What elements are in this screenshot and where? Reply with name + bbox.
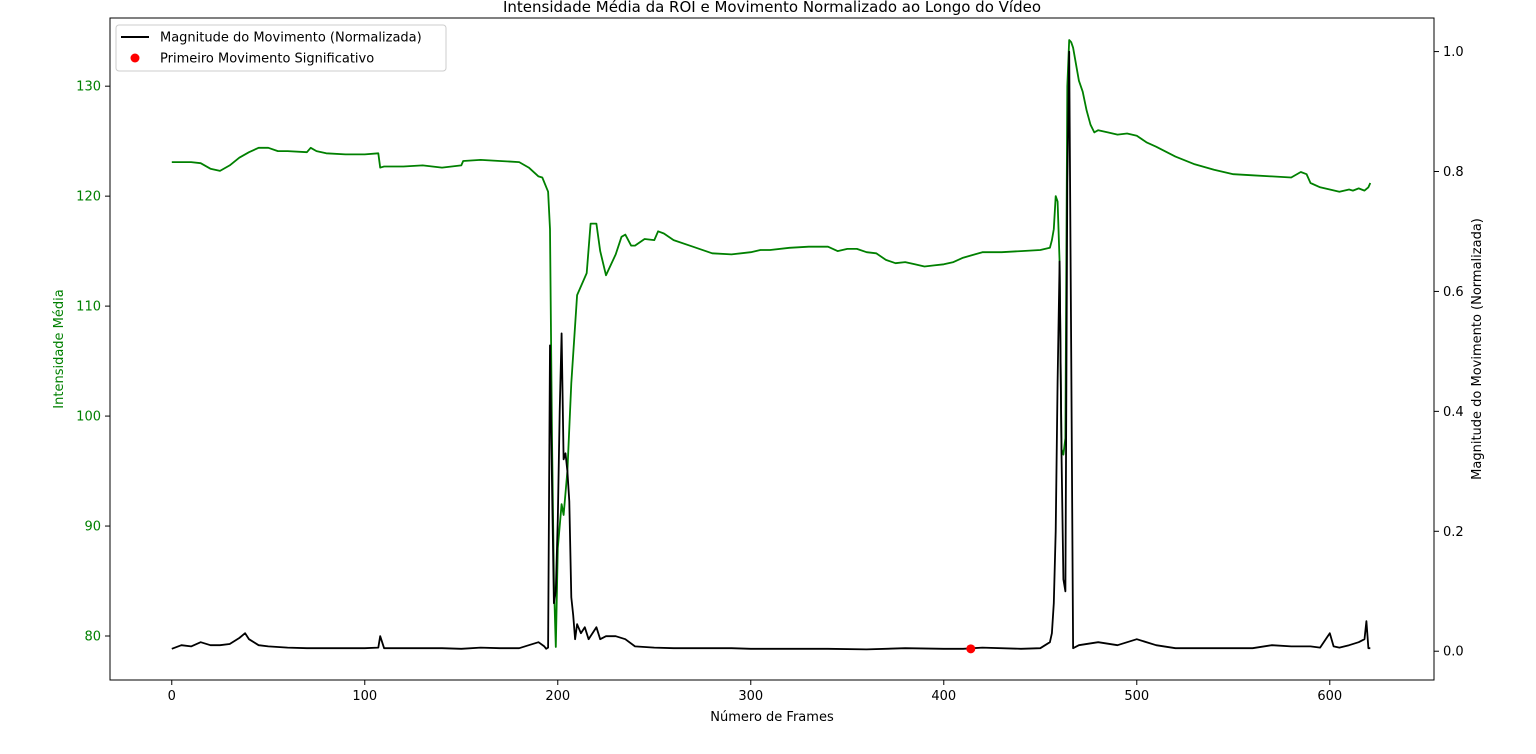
y-right-tick-label: 0.0 <box>1443 645 1464 660</box>
y-right-tick-label: 0.6 <box>1443 285 1464 300</box>
intensity-series-line <box>171 39 1372 648</box>
y-left-tick-label: 110 <box>76 300 101 315</box>
y-left-tick-label: 80 <box>84 630 101 645</box>
x-tick-label: 600 <box>1317 689 1342 704</box>
legend: Magnitude do Movimento (Normalizada) Pri… <box>115 24 447 72</box>
legend-marker-swatch <box>130 53 140 63</box>
y-axis-left-title: Intensidade Média <box>52 289 67 408</box>
x-tick-label: 300 <box>738 689 763 704</box>
y-right-tick-label: 0.2 <box>1443 525 1464 540</box>
legend-box <box>115 24 447 72</box>
x-tick-label: 400 <box>931 689 956 704</box>
y-left-tick-label: 130 <box>76 80 101 95</box>
y-right-tick-label: 1.0 <box>1443 45 1464 60</box>
x-tick-label: 0 <box>168 689 176 704</box>
x-tick-label: 500 <box>1124 689 1149 704</box>
x-tick-label: 100 <box>352 689 377 704</box>
x-tick-label: 200 <box>545 689 570 704</box>
y-left-tick-label: 120 <box>76 190 101 205</box>
y-left-tick-label: 100 <box>76 410 101 425</box>
legend-label-first-movement: Primeiro Movimento Significativo <box>160 52 374 67</box>
x-axis-title: Número de Frames <box>710 710 834 725</box>
y-left-tick-label: 90 <box>84 520 101 535</box>
y-right-tick-label: 0.4 <box>1443 405 1464 420</box>
y-right-tick-label: 0.8 <box>1443 165 1464 180</box>
first-movement-marker <box>966 644 976 654</box>
y-axis-right-title: Magnitude do Movimento (Normalizada) <box>1470 218 1485 480</box>
plot-frame <box>109 17 1435 681</box>
legend-label-motion: Magnitude do Movimento (Normalizada) <box>160 31 422 46</box>
chart-title: Intensidade Média da ROI e Movimento Nor… <box>503 0 1041 16</box>
motion-series-line <box>171 50 1371 651</box>
